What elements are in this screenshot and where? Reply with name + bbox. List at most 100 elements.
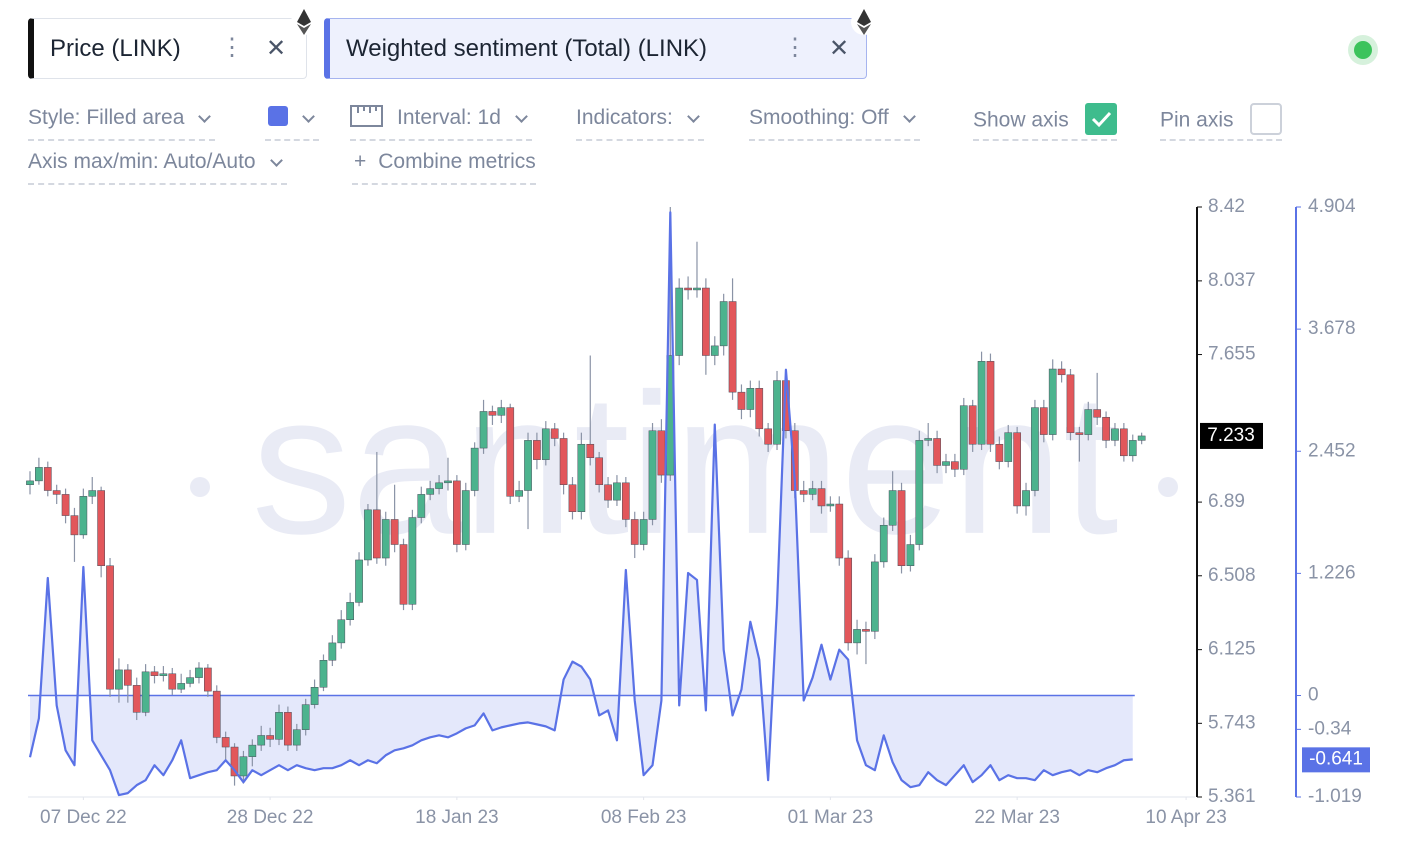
candle-body	[737, 391, 746, 410]
candle-body	[1013, 432, 1021, 507]
candle-body	[390, 519, 399, 545]
indicators-select[interactable]: Indicators:	[576, 103, 704, 141]
candle-body	[719, 301, 728, 347]
candle-body	[755, 388, 764, 430]
y2-tick-label: 2.452	[1308, 440, 1356, 461]
candle-body	[915, 440, 924, 545]
candle-body	[248, 744, 257, 757]
candle-body	[1066, 374, 1075, 433]
candle-body	[479, 411, 488, 449]
candle-body	[61, 494, 70, 516]
x-tick-label: 18 Jan 23	[415, 807, 498, 828]
close-icon[interactable]: ✕	[266, 35, 287, 62]
style-select[interactable]: Style: Filled area	[28, 103, 216, 141]
candle-body	[613, 482, 621, 501]
watermark-dot	[1158, 477, 1178, 497]
candle-body	[301, 704, 310, 730]
candle-body	[426, 488, 435, 495]
candle-body	[799, 490, 808, 495]
y2-tick-label: -0.34	[1308, 718, 1352, 739]
candle-body	[1120, 428, 1128, 457]
eth-icon	[851, 9, 877, 35]
candle-body	[435, 482, 443, 489]
metric-tab[interactable]: Price (LINK) ⋮ ✕	[28, 18, 307, 79]
y-tick-label: 8.037	[1208, 270, 1256, 291]
candle-body	[88, 490, 97, 497]
candle-body	[541, 428, 550, 460]
candle-body	[897, 490, 906, 566]
candle-body	[924, 438, 933, 441]
candle-body	[1128, 440, 1137, 457]
combine-metrics[interactable]: + Combine metrics	[352, 147, 536, 185]
x-tick-label: 28 Dec 22	[227, 807, 314, 828]
candle-body	[853, 629, 861, 644]
candle-body	[381, 519, 390, 559]
metric-tab[interactable]: Weighted sentiment (Total) (LINK) ⋮ ✕	[324, 18, 867, 79]
smoothing-select[interactable]: Smoothing: Off	[749, 103, 920, 141]
y2-tick-label: 0	[1308, 685, 1319, 706]
menu-icon[interactable]: ⋮	[783, 34, 807, 61]
candle-body	[1048, 368, 1057, 435]
candle-body	[559, 438, 568, 485]
candle-body	[648, 430, 657, 520]
candle-body	[355, 559, 363, 603]
candle-body	[1057, 368, 1066, 376]
candle-body	[1004, 432, 1013, 462]
candle-body	[123, 669, 132, 686]
show-axis-toggle[interactable]: Show axis	[973, 103, 1117, 141]
candle-body	[497, 407, 506, 416]
tab-label: Price (LINK)	[50, 34, 181, 62]
candle-body	[364, 509, 372, 561]
pin-axis-toggle[interactable]: Pin axis	[1160, 103, 1282, 141]
candle-body	[728, 301, 737, 393]
candle-body	[1137, 435, 1146, 441]
candle-body	[1075, 432, 1084, 435]
candle-body	[319, 660, 328, 688]
menu-icon[interactable]: ⋮	[220, 34, 244, 61]
candle-body	[817, 488, 826, 507]
label: Smoothing: Off	[749, 106, 889, 129]
candle-body	[310, 687, 319, 705]
candle-body	[862, 629, 870, 632]
candle-body	[630, 519, 639, 545]
label: Interval: 1d	[397, 106, 501, 129]
label: Show axis	[973, 108, 1069, 132]
label: Style: Filled area	[28, 106, 185, 129]
x-tick-label: 08 Feb 23	[601, 807, 687, 828]
candle-body	[186, 677, 194, 684]
candle-body	[1102, 416, 1110, 441]
candle-body	[906, 544, 915, 566]
status-dot	[1348, 35, 1378, 65]
label: Pin axis	[1160, 108, 1234, 132]
tab-label: Weighted sentiment (Total) (LINK)	[346, 34, 708, 62]
candle-body	[746, 388, 755, 410]
candle-body	[212, 690, 221, 738]
candle-body	[346, 602, 355, 620]
label: Axis max/min: Auto/Auto	[28, 150, 256, 173]
candle-body	[604, 484, 612, 501]
candle-body	[586, 443, 595, 458]
candle-body	[933, 438, 941, 466]
candle-body	[888, 490, 897, 526]
candle-body	[870, 561, 879, 632]
y-tick-label: 6.125	[1208, 639, 1256, 660]
candle-body	[951, 461, 959, 470]
close-icon[interactable]: ✕	[829, 35, 850, 62]
sentiment-line	[28, 211, 1133, 797]
candle-body	[372, 509, 381, 559]
candle-body	[328, 642, 337, 661]
watermark-dot	[190, 477, 210, 497]
candle-body	[488, 411, 497, 416]
color-select[interactable]	[265, 103, 319, 141]
candle-body	[115, 669, 123, 690]
candle-body	[639, 519, 648, 545]
candle-body	[284, 712, 292, 746]
candle-body	[408, 517, 417, 605]
axis-range-select[interactable]: Axis max/min: Auto/Auto	[28, 147, 287, 185]
interval-select[interactable]: Interval: 1d	[350, 103, 532, 141]
candle-body	[79, 496, 88, 536]
candle-body	[470, 447, 479, 491]
candle-body	[399, 544, 408, 605]
candle-body	[1022, 490, 1030, 507]
y2-tick-label: 3.678	[1308, 318, 1356, 339]
